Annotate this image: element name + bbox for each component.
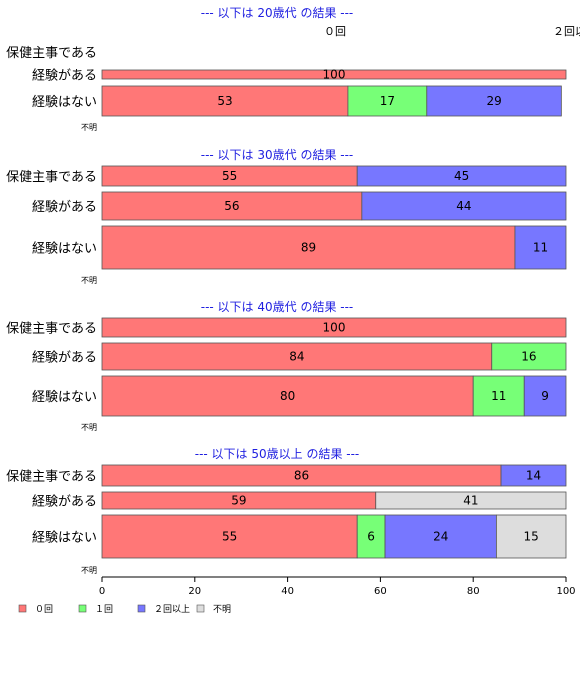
data-label: 17: [380, 94, 395, 108]
legend-label: ０回: [35, 604, 53, 615]
bar-segment-2回以上: [523, 375, 567, 417]
data-label: 55: [222, 530, 237, 544]
category-label: 経験はない: [32, 390, 97, 405]
category-label: 経験はない: [32, 95, 97, 110]
data-label: 44: [456, 199, 471, 213]
bar-segment-2回以上: [514, 225, 567, 270]
legend-swatch-不明: [196, 604, 205, 613]
data-label: 29: [486, 94, 501, 108]
legend-swatch-1回: [78, 604, 87, 613]
category-label: 保健主事である: [6, 322, 97, 337]
bar-segment-0回: [101, 342, 493, 371]
category-label: 保健主事である: [6, 170, 97, 185]
bar-segment-0回: [101, 375, 474, 417]
data-label: 14: [526, 469, 541, 483]
data-label: 55: [222, 169, 237, 183]
x-tick-label: 40: [281, 586, 294, 597]
panel-title: --- 以下は 20歳代 の結果 ---: [201, 6, 354, 20]
legend-swatch-0回: [18, 604, 27, 613]
category-label: 不明: [81, 276, 97, 285]
bar-segment-2回以上: [500, 464, 567, 487]
data-label: 24: [433, 530, 448, 544]
category-label: 経験がある: [32, 495, 97, 510]
data-label: 100: [323, 68, 346, 82]
stray-label-zero: ０回: [324, 25, 346, 38]
x-axis: 0 20 40 60 80 100: [99, 576, 576, 597]
bar-segment-0回: [101, 317, 567, 338]
data-label: 53: [217, 94, 232, 108]
panel-1: --- 以下は 30歳代 の結果 --- 保健主事である 55 45 経験がある 56 44…: [6, 148, 567, 285]
panel-title: --- 以下は 40歳代 の結果 ---: [201, 300, 354, 314]
data-label: 6: [367, 530, 375, 544]
panel-3: --- 以下は 50歳以上 の結果 --- 保健主事である 86 14 経験がある 59 4…: [6, 447, 567, 575]
category-label: 不明: [81, 423, 97, 432]
category-label: 経験はない: [32, 531, 97, 546]
data-label: 15: [524, 530, 539, 544]
bar-segment-1回: [491, 342, 567, 371]
panel-2: --- 以下は 40歳代 の結果 --- 保健主事である 100 経験がある 84 16 経…: [6, 300, 567, 432]
bar-segment-0回: [101, 225, 516, 270]
data-label: 89: [301, 241, 316, 255]
bar-segment-0回: [101, 514, 358, 559]
data-label: 11: [491, 389, 506, 403]
category-label: 不明: [81, 566, 97, 575]
panel-title: --- 以下は 30歳代 の結果 ---: [201, 148, 354, 162]
data-label: 9: [541, 389, 549, 403]
bar-segment-不明: [375, 491, 567, 510]
category-label: 経験がある: [32, 200, 97, 215]
bar-segment-2回以上: [356, 165, 567, 187]
bar-segment-2回以上: [361, 191, 567, 221]
category-label: 経験がある: [32, 351, 97, 366]
bar-segment-1回: [347, 85, 428, 117]
data-label: 84: [289, 350, 304, 364]
x-tick-label: 80: [467, 586, 480, 597]
x-tick-label: 20: [188, 586, 201, 597]
legend-label: ２回以上: [154, 604, 190, 615]
data-label: 80: [280, 389, 295, 403]
x-tick-label: 0: [99, 586, 105, 597]
data-label: 45: [454, 169, 469, 183]
bar-segment-2回以上: [426, 85, 562, 117]
bar-segment-不明: [495, 514, 567, 559]
x-tick-label: 100: [556, 586, 575, 597]
legend: ０回 １回 ２回以上 不明: [18, 604, 231, 615]
category-label: 不明: [81, 123, 97, 132]
category-label: 経験がある: [32, 69, 97, 84]
data-label: 100: [323, 321, 346, 335]
panel-title: --- 以下は 50歳以上 の結果 ---: [195, 447, 360, 461]
data-label: 41: [463, 494, 478, 508]
bar-segment-2回以上: [384, 514, 497, 559]
legend-label: 不明: [213, 604, 231, 615]
legend-label: １回: [95, 604, 113, 615]
category-label: 経験はない: [32, 242, 97, 257]
x-tick-label: 60: [374, 586, 387, 597]
legend-swatch-2回以上: [137, 604, 146, 613]
bar-segment-1回: [356, 514, 386, 559]
data-label: 86: [294, 469, 309, 483]
bar-segment-0回: [101, 191, 363, 221]
data-label: 59: [231, 494, 246, 508]
data-label: 16: [521, 350, 536, 364]
category-label: 保健主事である: [6, 46, 97, 61]
category-label: 保健主事である: [6, 470, 97, 485]
bar-segment-0回: [101, 69, 567, 80]
data-label: 56: [224, 199, 239, 213]
data-label: 11: [533, 241, 548, 255]
